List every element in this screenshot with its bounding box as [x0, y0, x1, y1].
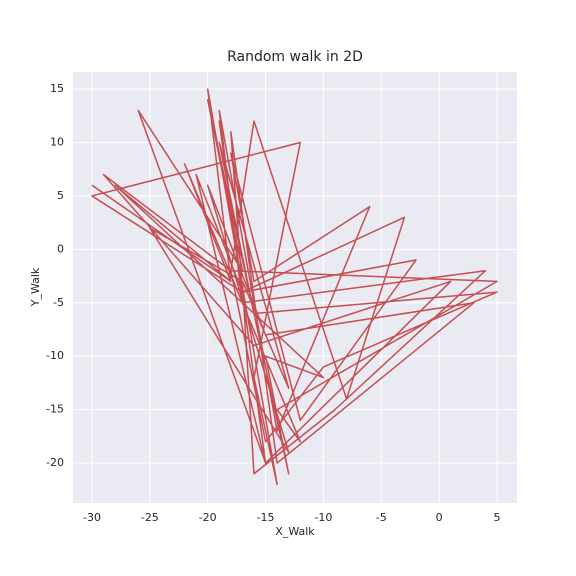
x-tick-label: -15: [257, 511, 275, 524]
walk-line: [91, 88, 498, 486]
x-tick-label: -20: [199, 511, 217, 524]
y-tick-label: 0: [57, 242, 64, 255]
x-axis-label: X_Walk: [275, 525, 315, 538]
y-tick-label: 5: [57, 189, 64, 202]
x-tick-label: -25: [141, 511, 159, 524]
x-tick-label: 0: [436, 511, 443, 524]
y-tick-label: -20: [46, 456, 64, 469]
x-tick-label: 5: [493, 511, 500, 524]
y-axis-label: Y_Walk: [29, 267, 42, 307]
y-tick-label: -5: [53, 296, 64, 309]
x-tick-label: -30: [83, 511, 101, 524]
x-tick-label: -5: [376, 511, 387, 524]
y-tick-label: 10: [50, 136, 64, 149]
x-tick-label: -10: [314, 511, 332, 524]
plot-area: [73, 72, 517, 503]
y-tick-label: 15: [50, 82, 64, 95]
y-tick-label: -10: [46, 349, 64, 362]
y-tick-label: -15: [46, 403, 64, 416]
chart-title: Random walk in 2D: [227, 49, 363, 65]
